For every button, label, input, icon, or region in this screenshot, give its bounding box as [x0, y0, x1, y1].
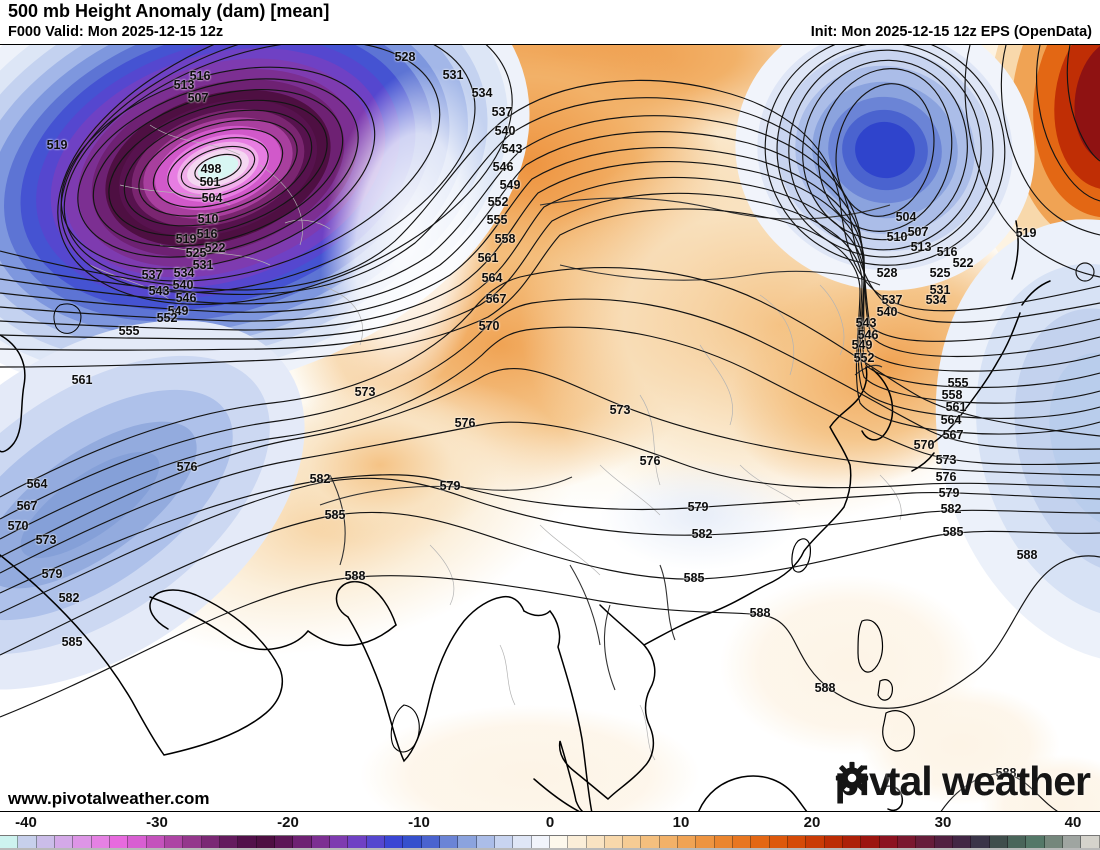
colorbar-cell — [788, 836, 807, 849]
colorbar-cell — [458, 836, 477, 849]
colorbar-cell — [183, 836, 202, 849]
colorbar-baseline — [0, 848, 1100, 850]
colorbar-cell — [934, 836, 954, 849]
colorbar-cell — [549, 836, 569, 849]
colorbar-cell — [916, 836, 935, 849]
map-svg — [0, 45, 1100, 811]
colorbar-cell — [476, 836, 495, 849]
colorbar-cell — [1026, 836, 1045, 849]
colorbar-cell — [329, 836, 349, 849]
colorbar-cell — [219, 836, 239, 849]
colorbar-cell — [586, 836, 605, 849]
colorbar-cell — [678, 836, 697, 849]
watermark: www.pivotalweather.com — [8, 789, 210, 808]
colorbar-cell — [403, 836, 422, 849]
colorbar-cell — [769, 836, 789, 849]
colorbar-cell — [146, 836, 165, 849]
colorbar-cell — [1081, 836, 1100, 849]
colorbar-cell — [0, 836, 19, 849]
colorbar-tick-labels: -40 -30 -20 -10 0 10 20 30 40 — [0, 813, 1100, 835]
colorbar-tick: 40 — [1064, 814, 1082, 831]
admin-borders — [89, 124, 902, 761]
colorbar-cell — [293, 836, 312, 849]
colorbar-cell — [421, 836, 440, 849]
colorbar-cell — [513, 836, 532, 849]
colorbar-cell — [843, 836, 862, 849]
colorbar-cell — [256, 836, 275, 849]
colorbar-cell — [1063, 836, 1082, 849]
colorbar-cell — [861, 836, 880, 849]
colorbar-cell — [659, 836, 679, 849]
colorbar-tick: 10 — [672, 814, 690, 831]
colorbar-tick: 0 — [545, 814, 555, 831]
colorbar-cell — [971, 836, 990, 849]
colorbar-cell — [164, 836, 184, 849]
pivotal-weather-logo: piv tal weather — [835, 758, 1091, 804]
colorbar-tick: -30 — [146, 814, 168, 831]
colorbar-cell — [879, 836, 899, 849]
colorbar-cell — [494, 836, 514, 849]
colorbar-cell — [898, 836, 917, 849]
colorbar-cell — [384, 836, 404, 849]
page-title: 500 mb Height Anomaly (dam) [mean] — [8, 1, 330, 21]
colorbar-cell — [806, 836, 825, 849]
colorbar — [0, 835, 1100, 849]
header: 500 mb Height Anomaly (dam) [mean] F000 … — [0, 0, 1100, 44]
colorbar-cell — [73, 836, 92, 849]
colorbar-cell — [824, 836, 844, 849]
colorbar-cell — [439, 836, 459, 849]
coastlines — [0, 220, 1051, 811]
colorbar-cell — [274, 836, 294, 849]
colorbar-cell — [18, 836, 37, 849]
colorbar-cell — [238, 836, 257, 849]
colorbar-cell — [989, 836, 1009, 849]
valid-time-label: F000 Valid: Mon 2025-12-15 12z — [8, 24, 224, 40]
colorbar-cell — [91, 836, 110, 849]
colorbar-cell — [201, 836, 220, 849]
colorbar-cell — [54, 836, 74, 849]
colorbar-cell — [623, 836, 642, 849]
colorbar-tick: -10 — [408, 814, 430, 831]
colorbar-cell — [733, 836, 752, 849]
colorbar-cell — [641, 836, 660, 849]
colorbar-tick: 30 — [934, 814, 952, 831]
logo-text-tal-weather: tal weather — [886, 758, 1091, 804]
colorbar-tick: -20 — [277, 814, 299, 831]
colorbar-cell — [348, 836, 367, 849]
colorbar-cell — [714, 836, 734, 849]
colorbar-tick: 20 — [803, 814, 821, 831]
colorbar-tick: -40 — [15, 814, 37, 831]
colorbar-cell — [128, 836, 147, 849]
colorbar-cell — [531, 836, 550, 849]
colorbar-cell — [1044, 836, 1064, 849]
colorbar-cell — [953, 836, 972, 849]
anomaly-map: 516 513 507 519 498 501 504 510 516 519 522 525 531 5… — [0, 44, 1100, 812]
colorbar-cell — [696, 836, 715, 849]
init-time-label: Init: Mon 2025-12-15 12z EPS (OpenData) — [810, 24, 1092, 40]
colorbar-cell — [36, 836, 55, 849]
colorbar-cell — [751, 836, 770, 849]
colorbar-cell — [311, 836, 330, 849]
colorbar-cell — [1008, 836, 1027, 849]
colorbar-cell — [604, 836, 624, 849]
colorbar-cell — [366, 836, 385, 849]
height-contours — [0, 45, 1100, 811]
colorbar-cell — [568, 836, 587, 849]
colorbar-cell — [109, 836, 129, 849]
